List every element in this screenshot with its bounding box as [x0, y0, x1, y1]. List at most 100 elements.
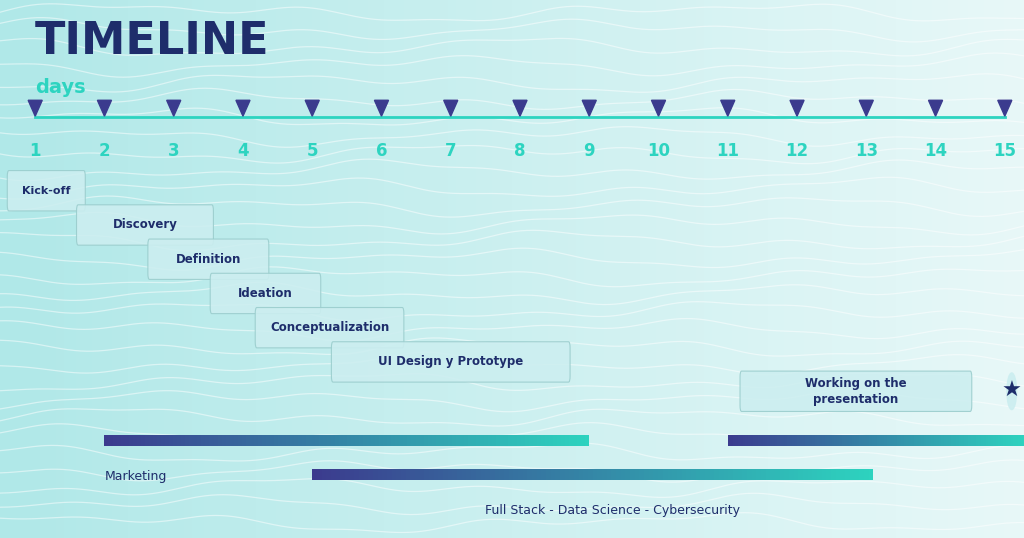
Polygon shape [859, 100, 873, 116]
Bar [787, 435, 790, 445]
Polygon shape [375, 100, 388, 116]
Bar [740, 435, 742, 445]
Bar [735, 435, 737, 445]
Bar [318, 435, 323, 445]
Bar [974, 435, 976, 445]
Bar [439, 435, 443, 445]
Bar [682, 469, 686, 480]
Bar [874, 435, 877, 445]
Bar [233, 435, 238, 445]
Bar [434, 469, 438, 480]
Bar [480, 435, 484, 445]
Bar [611, 469, 616, 480]
Bar [862, 435, 864, 445]
Bar [663, 469, 668, 480]
Bar [331, 435, 335, 445]
Bar [626, 469, 630, 480]
Text: ★: ★ [1001, 381, 1022, 401]
FancyBboxPatch shape [77, 205, 213, 245]
Bar [695, 469, 700, 480]
Bar [772, 435, 775, 445]
Bar [560, 469, 564, 480]
Bar [378, 469, 382, 480]
Bar [406, 469, 411, 480]
Bar [906, 435, 909, 445]
Bar [480, 469, 485, 480]
Bar [767, 435, 770, 445]
Bar [518, 469, 522, 480]
Bar [775, 469, 779, 480]
Bar [978, 435, 981, 445]
Bar [817, 435, 819, 445]
Bar [359, 469, 364, 480]
Bar [728, 435, 730, 445]
Bar [270, 435, 274, 445]
Bar [991, 435, 993, 445]
Bar [202, 435, 206, 445]
Bar [509, 435, 512, 445]
Text: Kick-off: Kick-off [23, 186, 71, 196]
Bar [512, 435, 516, 445]
Bar [1000, 435, 1004, 445]
Bar [438, 469, 443, 480]
Bar [808, 469, 812, 480]
Bar [429, 469, 434, 480]
Polygon shape [651, 100, 666, 116]
Bar [541, 435, 545, 445]
Bar [795, 435, 798, 445]
FancyBboxPatch shape [332, 342, 570, 382]
Bar [509, 469, 513, 480]
Bar [842, 435, 845, 445]
Bar [833, 435, 835, 445]
Bar [574, 469, 579, 480]
Bar [790, 435, 793, 445]
Bar [198, 435, 202, 445]
Bar [471, 469, 476, 480]
Text: UI Design y Prototype: UI Design y Prototype [378, 356, 523, 369]
Bar [916, 435, 919, 445]
Bar [724, 469, 728, 480]
Bar [672, 469, 677, 480]
Bar [104, 435, 109, 445]
Bar [436, 435, 439, 445]
Bar [763, 435, 765, 445]
Bar [715, 469, 719, 480]
Bar [564, 469, 569, 480]
Bar [565, 435, 569, 445]
Bar [371, 435, 375, 445]
Bar [857, 435, 859, 445]
Bar [836, 469, 841, 480]
Bar [415, 469, 420, 480]
Bar [1016, 435, 1018, 445]
Bar [561, 435, 565, 445]
Bar [347, 435, 351, 445]
Bar [849, 435, 852, 445]
Bar [826, 469, 831, 480]
Bar [392, 469, 396, 480]
Bar [464, 435, 468, 445]
Bar [998, 435, 1000, 445]
Bar [880, 435, 882, 445]
Bar [866, 435, 869, 445]
Bar [468, 435, 472, 445]
Bar [752, 469, 757, 480]
Bar [335, 435, 339, 445]
Bar [532, 435, 537, 445]
Text: 8: 8 [514, 142, 525, 160]
Bar [639, 469, 644, 480]
Bar [758, 435, 760, 445]
Bar [777, 435, 780, 445]
Bar [793, 435, 795, 445]
Bar [336, 469, 340, 480]
Bar [359, 435, 364, 445]
Bar [1018, 435, 1021, 445]
Bar [428, 435, 432, 445]
FancyBboxPatch shape [740, 371, 972, 412]
Polygon shape [997, 100, 1012, 116]
Bar [349, 469, 354, 480]
Bar [129, 435, 133, 445]
Text: 13: 13 [855, 142, 878, 160]
Polygon shape [721, 100, 735, 116]
Bar [745, 435, 748, 445]
Bar [369, 469, 373, 480]
